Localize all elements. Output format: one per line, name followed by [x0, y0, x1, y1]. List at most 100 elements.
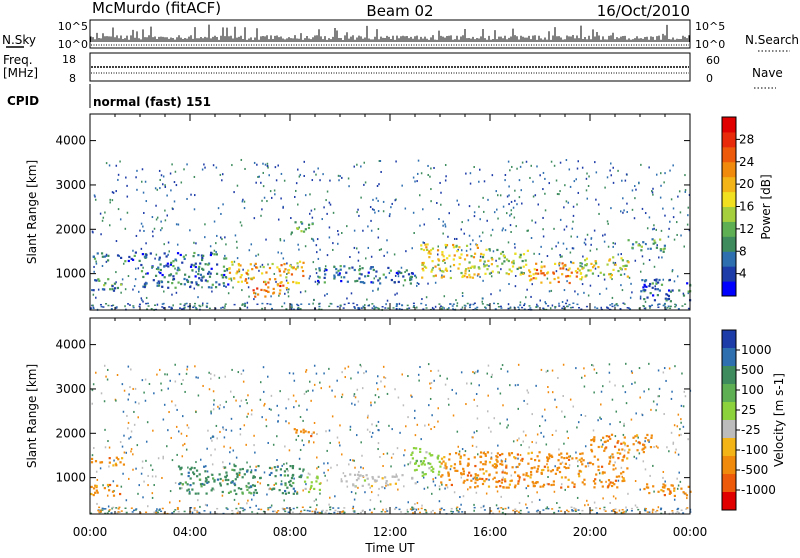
data-pixel: [125, 499, 128, 502]
data-pixel: [500, 367, 502, 370]
data-pixel: [582, 255, 584, 258]
data-pixel: [555, 270, 558, 273]
data-pixel: [302, 428, 305, 431]
data-pixel: [246, 461, 248, 464]
data-pixel: [378, 183, 380, 186]
data-pixel: [478, 205, 480, 208]
data-pixel: [655, 173, 658, 176]
velocity-ylabel: Slant Range [km]: [25, 364, 39, 468]
data-pixel: [116, 286, 120, 290]
data-pixel: [294, 195, 296, 198]
data-pixel: [157, 284, 161, 287]
data-pixel: [436, 457, 440, 460]
data-pixel: [256, 163, 258, 166]
power-frame: [89, 113, 691, 311]
data-pixel: [446, 377, 448, 380]
data-pixel: [616, 441, 619, 444]
data-pixel: [357, 208, 359, 211]
data-pixel: [540, 260, 543, 263]
data-pixel: [609, 423, 611, 426]
data-pixel: [542, 468, 545, 472]
data-pixel: [380, 248, 383, 251]
data-pixel: [516, 203, 518, 206]
data-pixel: [280, 480, 283, 483]
data-pixel: [112, 464, 115, 467]
data-pixel: [649, 247, 652, 250]
data-pixel: [637, 244, 640, 247]
data-pixel: [312, 238, 314, 241]
data-pixel: [357, 259, 360, 262]
data-pixel: [278, 268, 281, 271]
data-pixel: [359, 363, 362, 366]
data-pixel: [295, 182, 298, 185]
data-pixel: [615, 410, 618, 413]
data-pixel: [134, 251, 137, 254]
data-pixel: [370, 491, 373, 494]
data-pixel: [533, 268, 536, 271]
data-pixel: [605, 435, 608, 438]
data-pixel: [369, 206, 372, 209]
data-pixel: [460, 249, 463, 252]
data-pixel: [201, 276, 204, 279]
data-pixel: [473, 398, 475, 401]
data-pixel: [629, 296, 632, 299]
data-pixel: [354, 280, 357, 283]
data-pixel: [213, 253, 216, 256]
data-pixel: [268, 473, 271, 476]
data-pixel: [385, 482, 388, 485]
data-pixel: [624, 268, 627, 271]
data-pixel: [209, 511, 212, 514]
data-pixel: [650, 408, 652, 411]
data-pixel: [630, 418, 633, 421]
data-pixel: [565, 225, 568, 228]
data-pixel: [469, 486, 472, 489]
data-pixel: [272, 287, 275, 291]
data-pixel: [604, 510, 607, 512]
data-pixel: [565, 247, 568, 250]
data-pixel: [457, 511, 460, 513]
data-pixel: [376, 382, 378, 385]
data-pixel: [535, 306, 538, 308]
data-pixel: [174, 170, 177, 173]
data-pixel: [344, 474, 347, 478]
data-pixel: [302, 444, 305, 447]
data-pixel: [584, 238, 587, 241]
data-pixel: [180, 473, 183, 476]
data-pixel: [393, 475, 397, 478]
data-pixel: [653, 299, 657, 302]
data-pixel: [607, 307, 610, 309]
data-pixel: [358, 269, 361, 272]
data-pixel: [247, 269, 250, 272]
data-pixel: [257, 464, 260, 468]
data-pixel: [502, 404, 504, 407]
data-pixel: [551, 469, 554, 472]
data-pixel: [585, 274, 588, 277]
data-pixel: [337, 174, 340, 177]
data-pixel: [253, 298, 255, 301]
data-pixel: [363, 161, 366, 164]
data-pixel: [651, 191, 654, 194]
data-pixel: [388, 424, 390, 427]
data-pixel: [615, 303, 618, 306]
data-pixel: [485, 264, 488, 267]
data-pixel: [538, 459, 541, 462]
data-pixel: [174, 481, 177, 484]
data-pixel: [576, 271, 579, 274]
colorbar-block: [722, 366, 736, 385]
data-pixel: [379, 159, 382, 162]
data-pixel: [466, 478, 469, 482]
data-pixel: [220, 212, 222, 215]
data-pixel: [649, 474, 651, 477]
data-pixel: [332, 242, 334, 245]
data-pixel: [478, 384, 480, 387]
data-pixel: [200, 254, 204, 257]
data-pixel: [617, 448, 621, 451]
data-pixel: [614, 497, 617, 500]
data-pixel: [162, 418, 165, 421]
data-pixel: [473, 509, 475, 512]
data-pixel: [361, 267, 364, 270]
data-pixel: [506, 195, 509, 198]
data-pixel: [299, 510, 302, 513]
data-pixel: [166, 194, 168, 197]
data-pixel: [507, 486, 510, 489]
